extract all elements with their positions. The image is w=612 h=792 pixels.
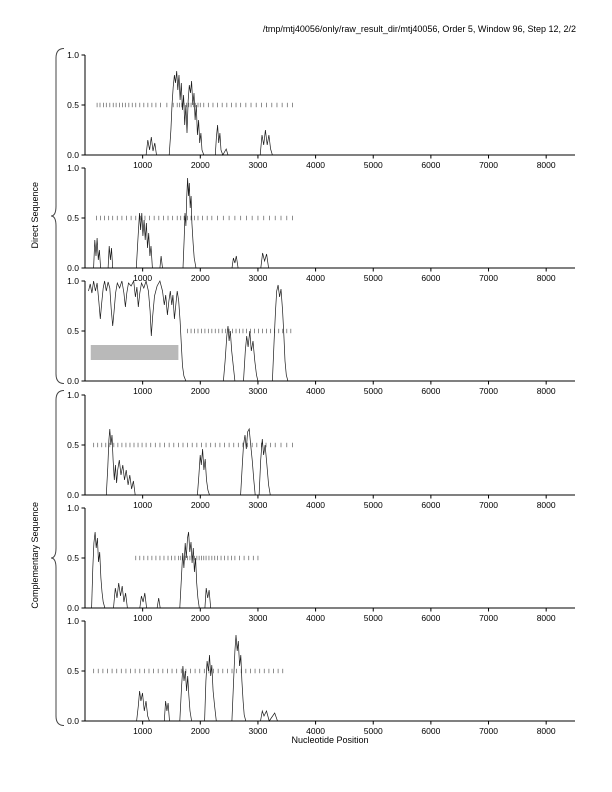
x-tick-label: 8000 [537, 613, 556, 623]
complementary-group-brace [50, 390, 66, 726]
x-tick-label: 8000 [537, 500, 556, 510]
x-tick-label: 7000 [479, 613, 498, 623]
x-tick-label: 2000 [191, 500, 210, 510]
x-tick-label: 8000 [537, 726, 556, 736]
x-tick-label: 7000 [479, 726, 498, 736]
x-tick-label: 8000 [537, 160, 556, 170]
y-tick-label: 0.5 [67, 440, 79, 450]
x-tick-label: 7000 [479, 160, 498, 170]
x-tick-label: 8000 [537, 386, 556, 396]
probability-trace [88, 177, 575, 269]
panel-complementary-frame-1: 0.0 0.5 1.0 1000 2000 3000 4000 5000 6000 7000 800… [0, 389, 612, 515]
x-tick-label: 2000 [191, 726, 210, 736]
x-tick-label: 4000 [306, 386, 325, 396]
curly-brace-icon [50, 390, 65, 726]
x-tick-label: 7000 [479, 273, 498, 283]
direct-group-brace [50, 48, 66, 384]
x-tick-label: 8000 [537, 273, 556, 283]
x-tick-label: 5000 [364, 386, 383, 396]
x-tick-label: 1000 [133, 273, 152, 283]
y-tick-label: 0.0 [67, 603, 79, 613]
probability-trace [88, 70, 575, 156]
x-tick-label: 7000 [479, 500, 498, 510]
x-tick-label: 5000 [364, 726, 383, 736]
x-tick-label: 5000 [364, 613, 383, 623]
probability-trace [88, 634, 575, 722]
x-tick-label: 4000 [306, 726, 325, 736]
curly-brace-icon [50, 48, 65, 384]
x-tick-label: 3000 [248, 386, 267, 396]
x-tick-label: 5000 [364, 273, 383, 283]
probability-trace [88, 279, 575, 382]
y-tick-label: 0.0 [67, 263, 79, 273]
panel-complementary-frame-2: 0.0 0.5 1.0 1000 2000 3000 4000 5000 6000 7000 800… [0, 502, 612, 628]
x-tick-label: 1000 [133, 500, 152, 510]
y-tick-label: 0.5 [67, 553, 79, 563]
y-tick-label: 1.0 [67, 503, 79, 513]
plot-title: /tmp/mtj40056/only/raw_result_dir/mtj400… [262, 24, 576, 34]
x-tick-label: 3000 [248, 160, 267, 170]
x-tick-label: 4000 [306, 613, 325, 623]
x-tick-label: 2000 [191, 386, 210, 396]
x-tick-label: 6000 [421, 726, 440, 736]
x-tick-label: 5000 [364, 500, 383, 510]
panel-direct-frame-1: 0.0 0.5 1.0 1000 2000 3000 4000 5000 6000 7000 800… [0, 49, 612, 175]
x-tick-label: 3000 [248, 273, 267, 283]
x-tick-label: 3000 [248, 500, 267, 510]
x-tick-label: 5000 [364, 160, 383, 170]
x-tick-label: 6000 [421, 386, 440, 396]
x-tick-label: 7000 [479, 386, 498, 396]
x-tick-label: 2000 [191, 273, 210, 283]
x-tick-label: 6000 [421, 613, 440, 623]
x-tick-label: 1000 [133, 613, 152, 623]
highlight-band [90, 345, 179, 360]
probability-trace [88, 427, 575, 496]
x-tick-label: 2000 [191, 160, 210, 170]
y-tick-label: 0.0 [67, 150, 79, 160]
panel-direct-frame-3: 0.0 0.5 1.0 1000 2000 3000 4000 5000 6000 7000 800… [0, 275, 612, 401]
x-tick-label: 1000 [133, 386, 152, 396]
x-tick-label: 6000 [421, 160, 440, 170]
y-tick-label: 0.5 [67, 666, 79, 676]
x-tick-label: 4000 [306, 273, 325, 283]
x-tick-label: 1000 [133, 160, 152, 170]
y-tick-label: 0.0 [67, 376, 79, 386]
y-tick-label: 1.0 [67, 276, 79, 286]
y-tick-label: 0.5 [67, 100, 79, 110]
y-tick-label: 0.5 [67, 326, 79, 336]
panel-direct-frame-2: 0.0 0.5 1.0 1000 2000 3000 4000 5000 6000 7000 800… [0, 162, 612, 288]
x-axis-label: Nucleotide Position [291, 735, 369, 745]
y-tick-label: 1.0 [67, 50, 79, 60]
x-tick-label: 4000 [306, 160, 325, 170]
x-tick-label: 2000 [191, 613, 210, 623]
y-tick-label: 1.0 [67, 163, 79, 173]
y-tick-label: 1.0 [67, 390, 79, 400]
x-tick-label: 3000 [248, 726, 267, 736]
y-tick-label: 0.0 [67, 490, 79, 500]
x-tick-label: 1000 [133, 726, 152, 736]
x-tick-label: 3000 [248, 613, 267, 623]
x-tick-label: 6000 [421, 273, 440, 283]
y-tick-label: 0.0 [67, 716, 79, 726]
y-tick-label: 0.5 [67, 213, 79, 223]
y-tick-label: 1.0 [67, 616, 79, 626]
probability-trace [88, 531, 575, 609]
panel-complementary-frame-3: 0.0 0.5 1.0 1000 2000 3000 4000 5000 6000 7000 800… [0, 615, 612, 741]
x-tick-label: 4000 [306, 500, 325, 510]
x-tick-label: 6000 [421, 500, 440, 510]
